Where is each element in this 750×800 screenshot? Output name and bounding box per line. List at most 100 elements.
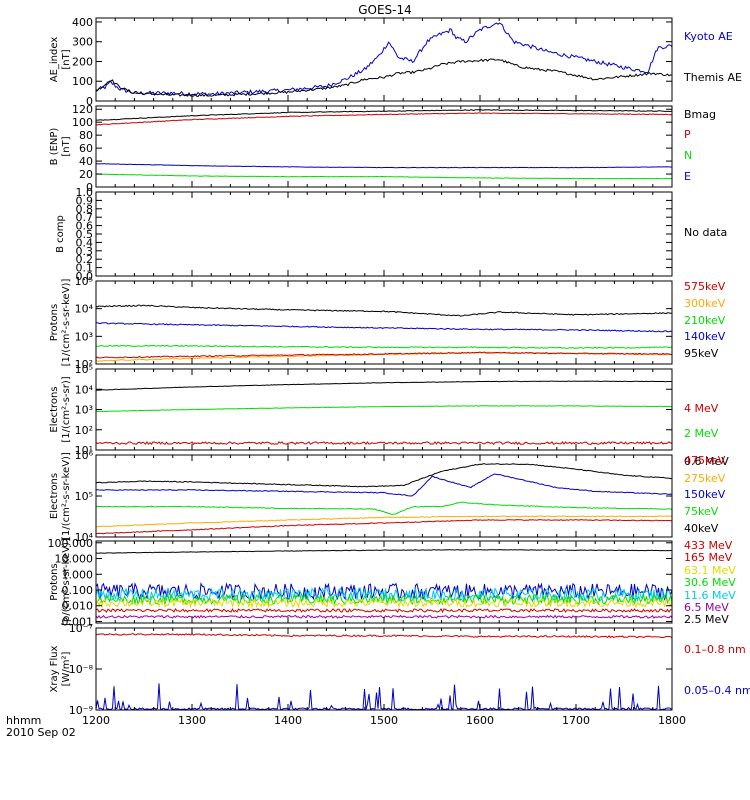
- y-tick-label: 1.000: [62, 568, 94, 581]
- series-line-40keV: [96, 463, 672, 488]
- series-line-P: [96, 112, 672, 126]
- legend-entry: Bmag: [684, 108, 716, 121]
- y-tick-label: 0.1: [76, 262, 94, 275]
- legend-entry: 165 MeV: [684, 551, 733, 564]
- x-tick-label: 1600: [466, 714, 494, 727]
- y-axis-label: AE_index: [49, 37, 60, 83]
- panel-8: 10⁻⁹ 10⁻⁸ 10⁻⁷ Xray Flux [W/m²] 0.1–0.8 nm 0.0…: [49, 622, 750, 717]
- legend-entry: 575keV: [684, 280, 726, 293]
- legend-entry: Kyoto AE: [684, 30, 733, 43]
- series-line-Kyoto-AE: [96, 22, 672, 97]
- y-axis-label: [p/(cm²-s-sr-keV)]: [61, 538, 72, 626]
- series-line-4-MeV: [96, 440, 672, 446]
- y-axis-label: Xray Flux: [49, 645, 60, 692]
- series-line-N: [96, 173, 672, 180]
- x-tick-label: 1400: [274, 714, 302, 727]
- panel-series: [96, 380, 672, 446]
- legend-entry: 475keV: [684, 454, 726, 467]
- x-axis-caption: hhmm: [6, 714, 41, 727]
- y-tick-label: 0.4: [76, 236, 94, 249]
- y-axis-label: [nT]: [61, 136, 72, 156]
- legend-entry: 40keV: [684, 522, 719, 535]
- panel-7: 0.001 0.010 0.100 1.000 10.000 100.000 Protons…: [48, 537, 737, 629]
- x-tick-label: 1800: [658, 714, 686, 727]
- y-tick-label: 0.2: [76, 253, 94, 266]
- series-line-75keV: [96, 501, 672, 515]
- y-tick-label: 1.0: [76, 186, 94, 199]
- y-tick-label: 300: [72, 36, 93, 49]
- y-tick-label: 20: [79, 168, 93, 181]
- legend-entry: E: [684, 170, 691, 183]
- y-axis-label: [1/(cm²-s-sr-keV)]: [61, 452, 72, 540]
- y-tick-label: 0.0: [76, 270, 94, 283]
- legend-entry: 0.6 MeV: [684, 455, 729, 468]
- legend-entry: 30.6 MeV: [684, 576, 736, 589]
- legend-entry: 0.05–0.4 nm: [684, 684, 750, 697]
- y-tick-label: 60: [79, 142, 93, 155]
- y-tick-label: 0.010: [62, 600, 94, 613]
- plot-title: GOES-14: [358, 3, 412, 17]
- series-line-475keV: [96, 519, 672, 535]
- series-line-11-6-MeV: [96, 586, 672, 603]
- panel-5: 10¹ 10² 10³ 10⁴ 10⁵ Electrons [1/(cm²-s-sr)] 4 …: [49, 363, 729, 468]
- y-tick-label: 10⁻⁹: [69, 704, 93, 717]
- legend-entry: 2.5 MeV: [684, 613, 729, 626]
- series-line-575keV: [96, 351, 672, 359]
- y-tick-label: 0.100: [62, 584, 94, 597]
- y-tick-label: 0: [86, 181, 93, 194]
- x-tick-label: 1300: [178, 714, 206, 727]
- y-axis-label: [nT]: [61, 49, 72, 69]
- y-axis-label: [1/(cm²-s-sr-keV)]: [61, 279, 72, 367]
- y-tick-label: 10⁴: [75, 531, 94, 544]
- y-axis-label: [W/m²]: [61, 651, 72, 686]
- series-line-E: [96, 163, 672, 169]
- legend-entry: 275keV: [684, 472, 726, 485]
- y-tick-label: 0.3: [76, 245, 94, 258]
- legend-entry: N: [684, 149, 692, 162]
- y-tick-label: 400: [72, 16, 93, 29]
- legend-entry: 75keV: [684, 505, 719, 518]
- series-line-275keV: [96, 515, 672, 528]
- legend-entry: 140keV: [684, 330, 726, 343]
- y-tick-label: 10⁻⁷: [69, 622, 93, 635]
- series-line-165-MeV: [96, 607, 672, 614]
- x-axis: 1200 1300 1400 1500 1600 1700 1800: [82, 714, 686, 727]
- y-tick-label: 40: [79, 155, 93, 168]
- series-line-140keV: [96, 322, 672, 333]
- panel-1: 0 100 200 300 400 AE_index [nT] Kyoto AE Themis …: [49, 16, 742, 108]
- panel-series: [96, 463, 672, 535]
- y-tick-label: 80: [79, 129, 93, 142]
- series-line-150keV: [96, 473, 672, 497]
- x-tick-label: 1700: [562, 714, 590, 727]
- y-tick-label: 10³: [75, 404, 93, 417]
- y-axis-label: Electrons: [49, 473, 60, 519]
- series-line-210keV: [96, 344, 672, 349]
- y-tick-label: 100: [72, 116, 93, 129]
- series-line-63-1-MeV: [96, 597, 672, 609]
- y-tick-label: 0.6: [76, 220, 94, 233]
- legend-entry: 6.5 MeV: [684, 601, 729, 614]
- legend-entry: No data: [684, 226, 727, 239]
- y-tick-label: 10⁵: [75, 490, 93, 503]
- legend-entry: 63.1 MeV: [684, 564, 736, 577]
- legend-entry: 210keV: [684, 314, 726, 327]
- panel-6: 10⁴ 10⁵ 10⁶ Electrons [1/(cm²-s-sr-keV)] 475k…: [49, 449, 726, 544]
- y-tick-label: 10⁵: [75, 363, 93, 376]
- y-tick-label: 10⁴: [75, 303, 94, 316]
- legend-entry: 0.1–0.8 nm: [684, 643, 746, 656]
- series-line-95keV: [96, 304, 672, 317]
- y-tick-label: 10³: [75, 330, 93, 343]
- x-tick-label: 1500: [370, 714, 398, 727]
- series-line-2-MeV: [96, 405, 672, 413]
- y-tick-label: 10⁴: [75, 383, 94, 396]
- y-tick-label: 0.9: [76, 194, 94, 207]
- y-tick-label: 10⁻⁸: [69, 663, 94, 676]
- y-tick-label: 0: [86, 95, 93, 108]
- legend-entry: 150keV: [684, 488, 726, 501]
- legend-entry: 11.6 MeV: [684, 589, 736, 602]
- y-tick-label: 10¹: [75, 444, 93, 457]
